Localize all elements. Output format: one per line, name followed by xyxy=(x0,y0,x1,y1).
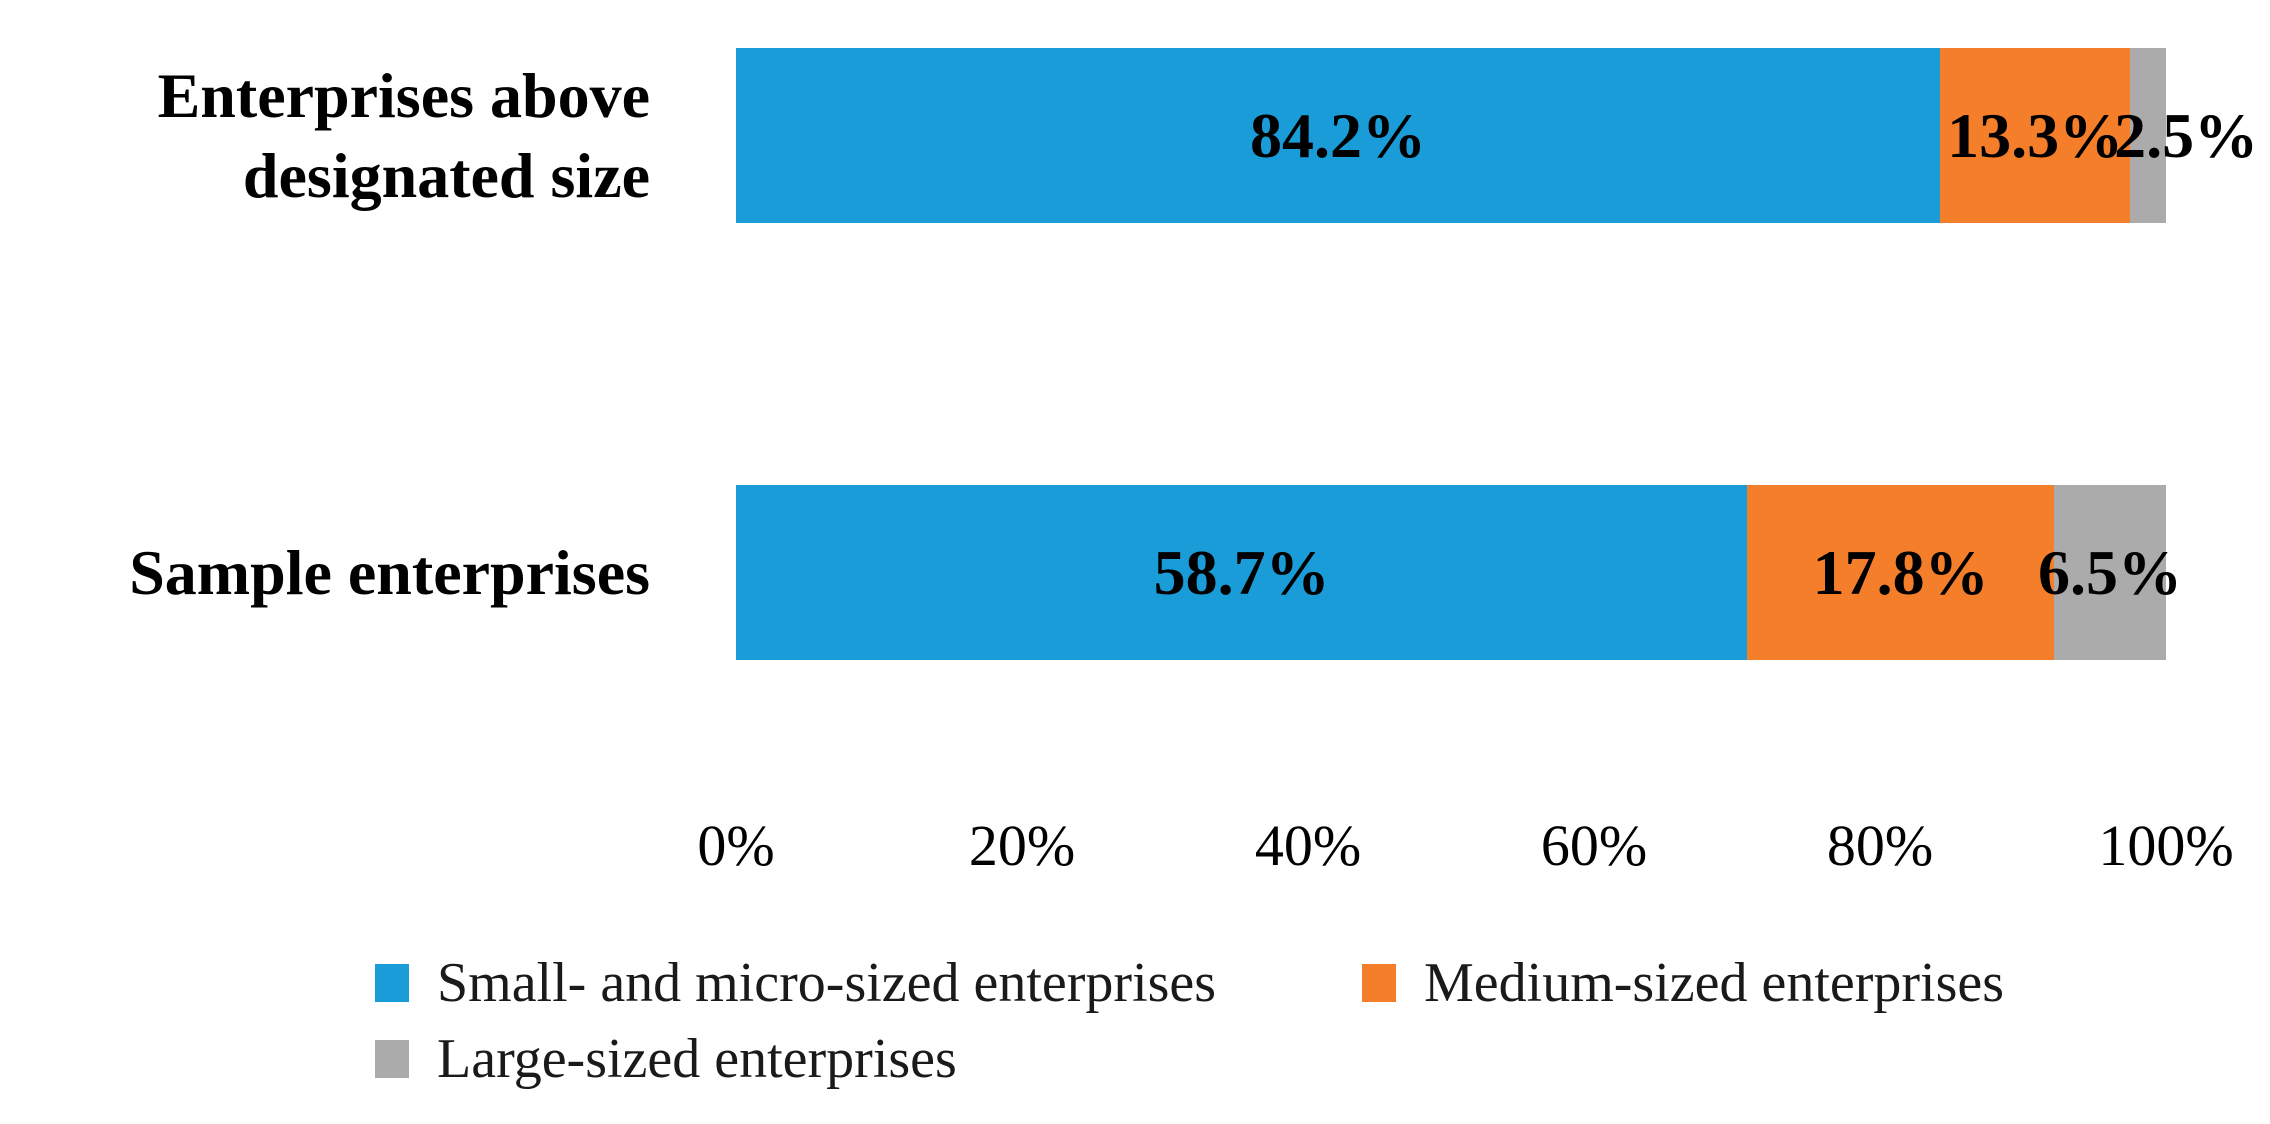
value-label: 84.2% xyxy=(1250,99,1427,171)
x-tick-label: 80% xyxy=(1826,813,1934,878)
legend-label: Small- and micro-sized enterprises xyxy=(437,952,1217,1014)
x-tick-label: 20% xyxy=(968,813,1076,878)
bar-row-2: Sample enterprises 58.7% 17.8% 6.5% xyxy=(0,485,2270,660)
segment-medium: 13.3% xyxy=(1940,48,2131,223)
x-tick-label: 40% xyxy=(1254,813,1362,878)
x-tick-label: 0% xyxy=(697,813,775,878)
legend-label: Medium-sized enterprises xyxy=(1424,952,2005,1014)
segment-medium: 17.8% xyxy=(1747,485,2054,660)
x-tick-label: 60% xyxy=(1540,813,1648,878)
value-label: 58.7% xyxy=(1153,536,1330,608)
bar-track: 58.7% 17.8% 6.5% xyxy=(736,485,2182,660)
legend-item-medium: Medium-sized enterprises xyxy=(1362,948,2004,1018)
legend-label: Large-sized enterprises xyxy=(437,1028,957,1090)
category-label: Sample enterprises xyxy=(129,536,650,608)
segment-large: 2.5% xyxy=(2114,48,2258,223)
value-label: 17.8% xyxy=(1812,536,1989,608)
bar-track: 84.2% 13.3% 2.5% xyxy=(736,48,2258,223)
value-label: 6.5% xyxy=(2038,536,2182,608)
value-label: 13.3% xyxy=(1947,99,2124,171)
bar-row-1: Enterprises above designated size 84.2% 13… xyxy=(0,48,2270,223)
segment-small-micro: 58.7% xyxy=(736,485,1748,660)
value-label: 2.5% xyxy=(2114,99,2259,171)
x-tick-label: 100% xyxy=(2098,813,2234,878)
legend-swatch-medium-icon xyxy=(1362,964,1396,1002)
segment-large: 6.5% xyxy=(2038,485,2182,660)
x-axis: 0% 20% 40% 60% 80% 100% xyxy=(0,812,2270,884)
segment-small-micro: 84.2% xyxy=(736,48,1941,223)
legend-swatch-small-micro-icon xyxy=(375,964,409,1002)
legend-item-small-micro: Small- and micro-sized enterprises xyxy=(375,948,1216,1018)
category-label: Enterprises above designated size xyxy=(157,59,650,211)
legend-swatch-large-icon xyxy=(375,1040,409,1078)
legend-item-large: Large-sized enterprises xyxy=(375,1024,957,1094)
